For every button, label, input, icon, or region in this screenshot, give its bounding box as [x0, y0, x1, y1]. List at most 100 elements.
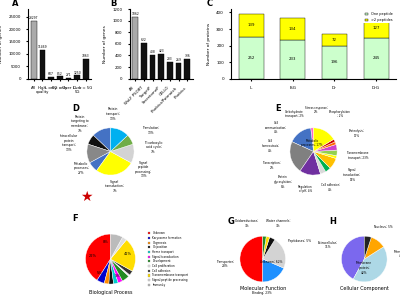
Bar — [150, 55, 155, 79]
Wedge shape — [263, 240, 286, 268]
Wedge shape — [314, 151, 336, 168]
Wedge shape — [263, 237, 275, 259]
Bar — [83, 59, 88, 79]
Text: 8%: 8% — [103, 240, 109, 244]
Y-axis label: Number of genes: Number of genes — [0, 25, 3, 63]
Wedge shape — [110, 259, 129, 281]
Text: 139: 139 — [247, 24, 255, 28]
Text: 5%: 5% — [97, 271, 102, 275]
Text: Protein
glycosylation;
8%: Protein glycosylation; 8% — [274, 175, 292, 188]
Y-axis label: Number of proteins: Number of proteins — [207, 23, 211, 65]
Text: Unknown; 62%: Unknown; 62% — [260, 259, 283, 263]
Bar — [167, 62, 173, 79]
Wedge shape — [97, 151, 131, 175]
Wedge shape — [314, 139, 335, 151]
Wedge shape — [314, 151, 330, 172]
Wedge shape — [311, 128, 314, 151]
Bar — [31, 21, 36, 79]
Title: Biological Process: Biological Process — [89, 290, 132, 295]
Text: Water channels;
3%: Water channels; 3% — [266, 219, 290, 228]
Wedge shape — [87, 144, 110, 163]
Wedge shape — [110, 259, 122, 283]
Bar — [66, 78, 71, 79]
Text: 72: 72 — [332, 38, 337, 42]
Text: 127: 127 — [372, 26, 380, 30]
Text: 336: 336 — [184, 54, 190, 58]
Text: 423: 423 — [158, 49, 164, 53]
Wedge shape — [314, 151, 337, 159]
Text: 283: 283 — [167, 57, 173, 61]
Text: Carbohydrate
transport; 2%: Carbohydrate transport; 2% — [285, 110, 304, 118]
Text: Binding; 23%: Binding; 23% — [252, 291, 271, 295]
Text: Signal
peptide
processing;
13%: Signal peptide processing; 13% — [135, 161, 152, 178]
Wedge shape — [110, 259, 130, 276]
Wedge shape — [90, 151, 110, 170]
Text: Cell
homeostasis;
4%: Cell homeostasis; 4% — [262, 139, 280, 152]
Text: 408: 408 — [150, 50, 156, 54]
Bar — [280, 18, 305, 40]
Text: 134: 134 — [289, 27, 296, 31]
Text: 245: 245 — [372, 56, 380, 60]
Text: 7863: 7863 — [82, 54, 90, 58]
Wedge shape — [88, 135, 110, 151]
Text: 11469: 11469 — [38, 45, 47, 49]
Legend: One peptide, >2 peptides: One peptide, >2 peptides — [364, 11, 394, 24]
Bar — [364, 38, 388, 79]
Text: Regulation
of pH; 4%: Regulation of pH; 4% — [298, 185, 312, 193]
Wedge shape — [110, 234, 122, 259]
Bar — [40, 50, 45, 79]
Wedge shape — [97, 259, 110, 283]
Bar — [74, 76, 80, 79]
Bar — [364, 17, 388, 38]
Text: Membrane;
42%: Membrane; 42% — [394, 250, 400, 258]
Wedge shape — [110, 128, 128, 151]
Wedge shape — [93, 128, 110, 151]
Text: Signal
transduction;
15%: Signal transduction; 15% — [343, 169, 362, 182]
Text: Translation;
13%: Translation; 13% — [142, 126, 160, 135]
Text: ★: ★ — [289, 172, 303, 187]
Text: 5%: 5% — [115, 274, 120, 278]
Legend: Unknown, Karyosome formation, Oogenesis, Oviposition, Heme transport, Signal tra: Unknown, Karyosome formation, Oogenesis,… — [148, 231, 188, 287]
Text: Tricarboxylic
acid cycle;
7%: Tricarboxylic acid cycle; 7% — [144, 141, 163, 154]
Text: G: G — [228, 217, 235, 226]
Wedge shape — [314, 150, 337, 156]
Wedge shape — [109, 259, 114, 284]
Wedge shape — [300, 151, 320, 175]
Wedge shape — [110, 240, 136, 271]
Wedge shape — [110, 259, 118, 284]
Wedge shape — [240, 236, 263, 282]
Wedge shape — [342, 236, 364, 279]
Bar — [141, 43, 147, 79]
Text: 852: 852 — [57, 72, 62, 76]
Text: 233: 233 — [289, 57, 296, 61]
Bar — [238, 37, 264, 79]
Wedge shape — [263, 237, 270, 259]
Text: 269: 269 — [176, 58, 182, 62]
Wedge shape — [110, 144, 134, 163]
Text: Phosphorylation
; 2%: Phosphorylation ; 2% — [329, 110, 351, 118]
Text: 196: 196 — [331, 60, 338, 64]
Wedge shape — [110, 237, 126, 259]
Y-axis label: Number of genes: Number of genes — [103, 25, 107, 63]
Bar — [132, 17, 138, 79]
Text: 1062: 1062 — [131, 12, 139, 16]
Text: F: F — [72, 214, 78, 223]
Text: Oxidoreductase;
3%: Oxidoreductase; 3% — [235, 219, 260, 228]
Wedge shape — [104, 259, 110, 284]
Wedge shape — [314, 151, 326, 174]
Text: Signal
transduction;
7%: Signal transduction; 7% — [105, 180, 124, 193]
Text: C: C — [206, 0, 212, 8]
Title: Molecular Function: Molecular Function — [240, 286, 286, 291]
Text: Extracellular;
11%: Extracellular; 11% — [318, 241, 338, 249]
Wedge shape — [290, 142, 314, 171]
Bar — [176, 63, 182, 79]
Text: 22%: 22% — [89, 254, 97, 258]
Bar — [322, 34, 347, 46]
Text: Protein
targeting to
membrane;
7%: Protein targeting to membrane; 7% — [71, 115, 89, 132]
Text: 1250: 1250 — [73, 71, 81, 75]
Text: Protein
transport;
13%: Protein transport; 13% — [106, 107, 121, 121]
Text: Transporter;
28%: Transporter; 28% — [216, 260, 234, 268]
Bar — [48, 77, 54, 79]
Text: 23297: 23297 — [29, 16, 38, 20]
Wedge shape — [314, 128, 334, 151]
